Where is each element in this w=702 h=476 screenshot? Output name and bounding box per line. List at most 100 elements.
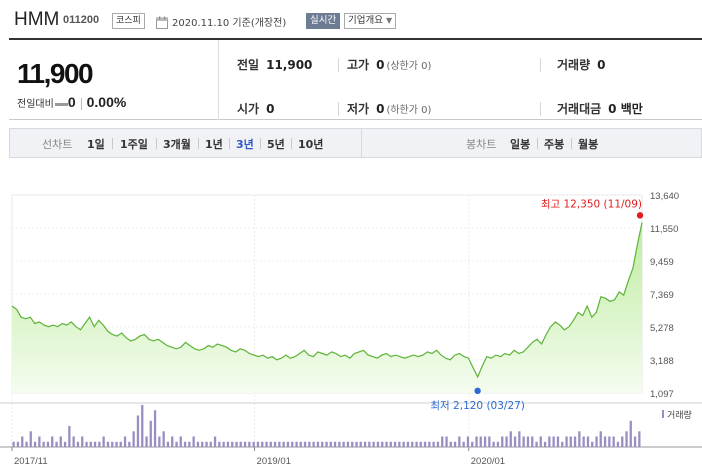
- volume-bar: [475, 436, 478, 447]
- volume-bar: [629, 420, 632, 448]
- divider: [540, 102, 541, 116]
- volume-bar: [488, 436, 491, 447]
- upper-limit-note: (상한가 0): [386, 61, 432, 72]
- volume-bar: [569, 436, 572, 447]
- volume-bar: [119, 441, 122, 448]
- divider: [537, 138, 538, 149]
- volume-bar: [333, 441, 337, 448]
- change-value: 0: [67, 94, 76, 110]
- volume-bar: [406, 441, 410, 448]
- volume-bar: [612, 436, 615, 447]
- volume-bar: [231, 441, 234, 448]
- tab-3y[interactable]: 3년: [236, 138, 254, 151]
- divider: [540, 58, 541, 72]
- tab-3m[interactable]: 3개월: [163, 138, 191, 151]
- y-tick-label: 11,550: [650, 224, 678, 235]
- volume-bar: [12, 441, 15, 448]
- x-tick-label: 2020/01: [471, 456, 505, 467]
- open-cell: 시가 0: [237, 100, 274, 117]
- open-label: 시가: [237, 102, 260, 116]
- tab-1y[interactable]: 1년: [205, 138, 223, 151]
- lower-limit-note: (하한가 0): [386, 105, 432, 116]
- volume-bar: [393, 441, 397, 448]
- volume-bar: [492, 441, 495, 448]
- volume-bar: [243, 441, 247, 448]
- prev-close-value: 11,900: [266, 58, 313, 72]
- tab-monthly-candle[interactable]: 월봉: [578, 138, 599, 151]
- volume-bar: [608, 436, 611, 447]
- volume-bar: [548, 436, 551, 447]
- volume-bar: [158, 436, 161, 447]
- volume-bar: [496, 441, 500, 448]
- volume-bar: [252, 441, 255, 448]
- volume-bar: [505, 436, 508, 447]
- low-cell: 저가 0 (하한가 0): [347, 100, 431, 117]
- volume-bar: [621, 436, 624, 447]
- tab-1w[interactable]: 1주일: [120, 138, 148, 151]
- high-label: 고가: [347, 58, 370, 72]
- volume-bar: [261, 441, 264, 448]
- volume-bar: [46, 441, 50, 448]
- volume-bar: [299, 441, 302, 448]
- volume-bar: [338, 441, 341, 448]
- volume-bar: [535, 441, 538, 448]
- price-summary: 11,900 전일대비 0 0.00%: [9, 40, 219, 120]
- y-tick-label: 13,640: [650, 191, 679, 202]
- reference-date: 2020.11.10 기준(개장전): [172, 18, 287, 29]
- volume-bar: [398, 441, 401, 448]
- divider: [361, 129, 362, 157]
- volume-bar: [218, 441, 221, 448]
- volume-bar: [526, 436, 530, 447]
- volume-bar: [303, 441, 307, 448]
- volume-bar: [449, 441, 452, 448]
- volume-bar: [436, 441, 440, 448]
- amount-label: 거래대금: [557, 102, 602, 116]
- volume-bar: [325, 441, 328, 448]
- volume-bar: [51, 436, 54, 447]
- amount-value: 0 백만: [608, 102, 643, 116]
- open-value: 0: [266, 102, 275, 116]
- volume-bar: [89, 441, 92, 448]
- volume-bar: [586, 436, 590, 447]
- tab-5y[interactable]: 5년: [267, 138, 285, 151]
- tab-weekly-candle[interactable]: 주봉: [544, 138, 565, 151]
- volume-bar: [269, 441, 272, 448]
- current-price: 11,900: [17, 58, 94, 89]
- volume-bar: [222, 441, 225, 448]
- volume-bar: [308, 441, 311, 448]
- volume-bar: [561, 441, 564, 448]
- volume-bar: [183, 441, 187, 448]
- chevron-down-icon: ▼: [386, 16, 393, 25]
- divider: [338, 58, 339, 72]
- tab-1d[interactable]: 1일: [87, 138, 105, 151]
- company-info-button[interactable]: 기업개요 ▼: [344, 13, 397, 29]
- chart-period-tabs: 선차트 1일 1주일 3개월 1년 3년 5년 10년 봉차트 일봉 주봉 월봉: [9, 128, 702, 158]
- prev-close-label: 전일: [237, 58, 260, 72]
- volume-bar: [63, 441, 67, 448]
- volume-bar: [402, 441, 405, 448]
- volume-bar: [518, 431, 521, 448]
- volume-bar: [291, 441, 294, 448]
- volume-bar: [543, 441, 547, 448]
- tab-daily-candle[interactable]: 일봉: [510, 138, 531, 151]
- volume-bar: [376, 441, 380, 448]
- volume-bar: [471, 441, 474, 448]
- stock-header: HMM 011200 코스피 2020.11.10 기준(개장전) 실시간 기업…: [0, 0, 702, 38]
- tab-10y[interactable]: 10년: [298, 138, 324, 151]
- market-badge: 코스피: [112, 13, 145, 29]
- realtime-button[interactable]: 실시간: [306, 13, 341, 29]
- volume-legend-swatch: [662, 410, 664, 418]
- volume-bar: [201, 441, 204, 448]
- stock-name: HMM: [14, 9, 60, 30]
- volume-value: 0: [597, 58, 606, 72]
- y-tick-label: 3,188: [650, 356, 674, 367]
- y-tick-label: 9,459: [650, 257, 674, 268]
- volume-bar: [556, 436, 560, 447]
- volume-bar: [33, 441, 37, 448]
- volume-bar: [479, 436, 482, 447]
- volume-bar: [55, 441, 58, 448]
- x-tick-label: 2019/01: [257, 456, 291, 467]
- change-percent: 0.00%: [86, 94, 127, 110]
- volume-bar: [342, 441, 345, 448]
- volume-bar: [372, 441, 375, 448]
